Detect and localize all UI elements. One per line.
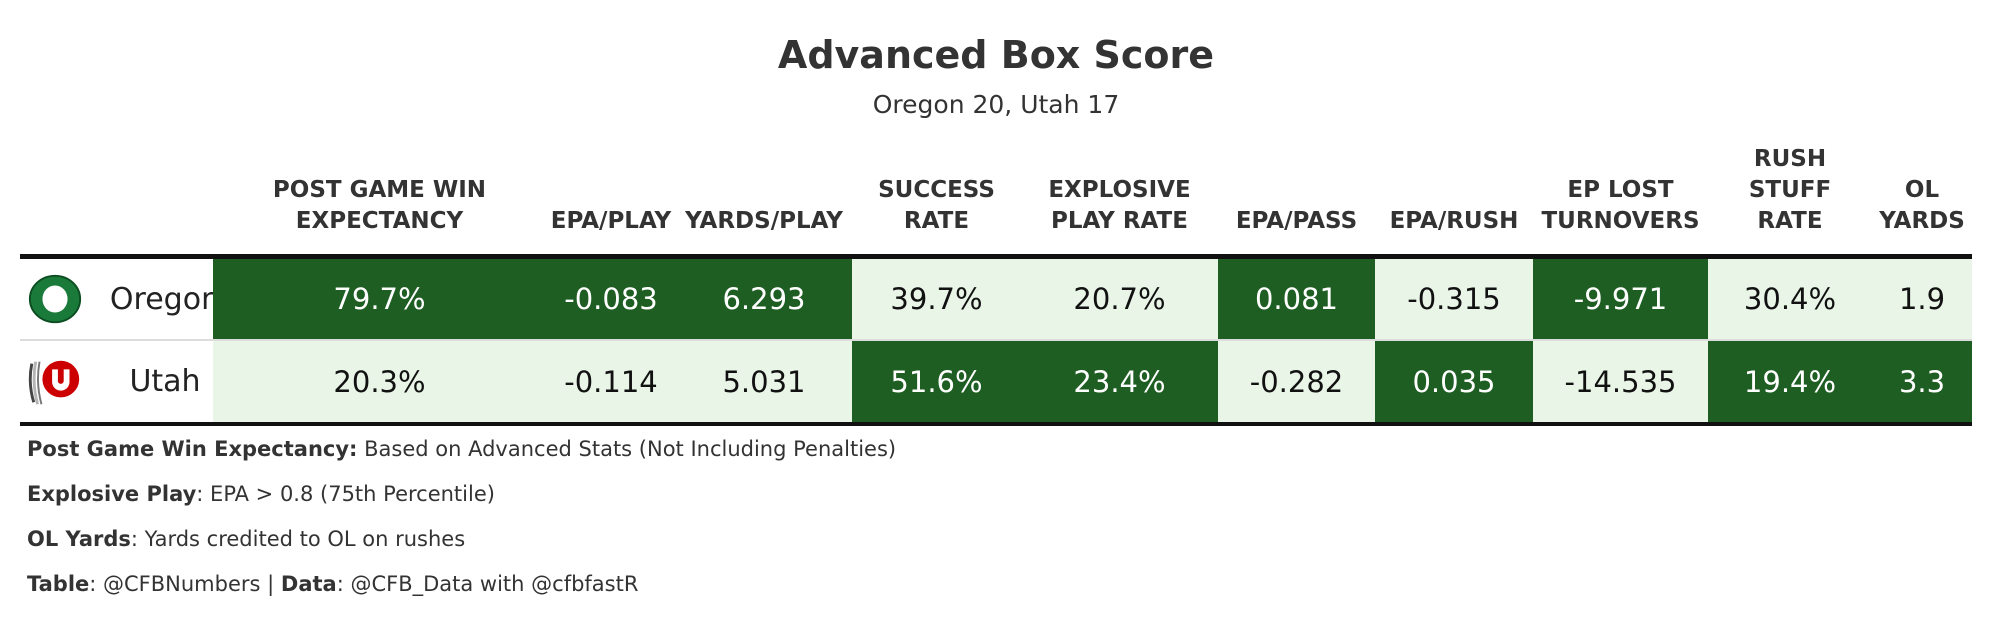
- footnote-label: Table: [27, 572, 90, 596]
- column-header-epa_play: EPA/PLAY: [546, 206, 676, 237]
- footnote-text: : Yards credited to OL on rushes: [130, 527, 466, 551]
- value-cell-epa_rush: -0.315: [1375, 259, 1533, 339]
- column-header-line: RUSH: [1753, 146, 1827, 172]
- header-rule: [20, 254, 1972, 259]
- column-header-line: YARDS: [1879, 208, 1965, 234]
- footnote-text: : EPA > 0.8 (75th Percentile): [196, 482, 495, 506]
- value-cell-success: 39.7%: [852, 259, 1021, 339]
- team-cell: Utah: [20, 341, 213, 422]
- footnote-text: Based on Advanced Stats (Not Including P…: [357, 437, 897, 461]
- footnote: Table: @CFBNumbers | Data: @CFB_Data wit…: [27, 572, 638, 596]
- value-cell-epa_pass: -0.282: [1218, 341, 1375, 422]
- team-name: Oregon: [109, 281, 221, 317]
- value-cell-pgwe: 79.7%: [213, 259, 546, 339]
- team-cell: Oregon: [20, 259, 220, 339]
- column-header-ypp: YARDS/PLAY: [676, 206, 852, 237]
- column-header-line: STUFF: [1748, 177, 1832, 203]
- column-header-line: EXPECTANCY: [295, 208, 464, 234]
- value-cell-explosive: 23.4%: [1021, 341, 1218, 422]
- value-cell-stuff: 19.4%: [1708, 341, 1872, 422]
- column-header-success: SUCCESS RATE: [852, 175, 1021, 237]
- value-cell-explosive: 20.7%: [1021, 259, 1218, 339]
- column-header-line: EP LOST: [1567, 177, 1674, 203]
- value-cell-ypp: 5.031: [676, 341, 852, 422]
- chart-subtitle: Oregon 20, Utah 17: [872, 90, 1120, 119]
- footnote-label: OL Yards: [27, 527, 131, 551]
- value-cell-ep_lost: -9.971: [1533, 259, 1708, 339]
- value-cell-ol_yards: 3.3: [1872, 341, 1972, 422]
- footnote-text: : @CFBNumbers |: [89, 572, 281, 596]
- value-cell-ol_yards: 1.9: [1872, 259, 1972, 339]
- value-cell-pgwe: 20.3%: [213, 341, 546, 422]
- utah-u-feathers-logo-icon: [26, 353, 84, 409]
- column-header-row: POST GAME WIN EXPECTANCY EPA/PLAY YARDS/PLA…: [0, 145, 1992, 245]
- value-cell-epa_pass: 0.081: [1218, 259, 1375, 339]
- column-header-line: RATE: [1757, 208, 1823, 234]
- column-header-line: EPA/PLAY: [550, 208, 672, 234]
- footnote: OL Yards: Yards credited to OL on rushes: [27, 527, 465, 551]
- column-header-line: POST GAME WIN: [272, 177, 487, 203]
- value-cell-success: 51.6%: [852, 341, 1021, 422]
- value-cell-epa_play: -0.114: [546, 341, 676, 422]
- column-header-ol_yards: OL YARDS: [1872, 175, 1972, 237]
- footnote-text: : @CFB_Data with @cfbfastR: [336, 572, 639, 596]
- column-header-explosive: EXPLOSIVE PLAY RATE: [1021, 175, 1218, 237]
- column-header-line: OL: [1904, 177, 1940, 203]
- column-header-epa_rush: EPA/RUSH: [1375, 206, 1533, 237]
- column-header-epa_pass: EPA/PASS: [1218, 206, 1375, 237]
- chart-title: Advanced Box Score: [777, 33, 1215, 77]
- column-header-stuff: RUSH STUFF RATE: [1708, 144, 1872, 237]
- column-header-line: YARDS/PLAY: [685, 208, 843, 234]
- table-row-oregon: Oregon 79.7% -0.083 6.293 39.7% 20.7% 0.081 -0.…: [20, 259, 1972, 341]
- footnote-label: Explosive Play: [27, 482, 197, 506]
- footnote-label: Data: [280, 572, 337, 596]
- bottom-rule: [20, 422, 1972, 426]
- oregon-o-logo-icon: [26, 271, 84, 327]
- value-cell-ypp: 6.293: [676, 259, 852, 339]
- value-cell-stuff: 30.4%: [1708, 259, 1872, 339]
- column-header-line: PLAY RATE: [1051, 208, 1188, 234]
- value-cell-ep_lost: -14.535: [1533, 341, 1708, 422]
- table-row-utah: Utah 20.3% -0.114 5.031 51.6% 23.4% -0.282 0.03…: [20, 341, 1972, 422]
- column-header-line: EPA/PASS: [1235, 208, 1358, 234]
- value-cell-epa_rush: 0.035: [1375, 341, 1533, 422]
- column-header-ep_lost: EP LOST TURNOVERS: [1533, 175, 1708, 237]
- footnote: Post Game Win Expectancy: Based on Advan…: [27, 437, 896, 461]
- column-header-pgwe: POST GAME WIN EXPECTANCY: [213, 175, 546, 237]
- footnote: Explosive Play: EPA > 0.8 (75th Percenti…: [27, 482, 495, 506]
- column-header-line: TURNOVERS: [1541, 208, 1700, 234]
- column-header-line: SUCCESS: [878, 177, 995, 203]
- value-cell-epa_play: -0.083: [546, 259, 676, 339]
- footnote-label: Post Game Win Expectancy:: [27, 437, 358, 461]
- team-name: Utah: [129, 364, 201, 399]
- column-header-line: EXPLOSIVE: [1048, 177, 1191, 203]
- column-header-line: EPA/RUSH: [1389, 208, 1519, 234]
- column-header-line: RATE: [903, 208, 970, 234]
